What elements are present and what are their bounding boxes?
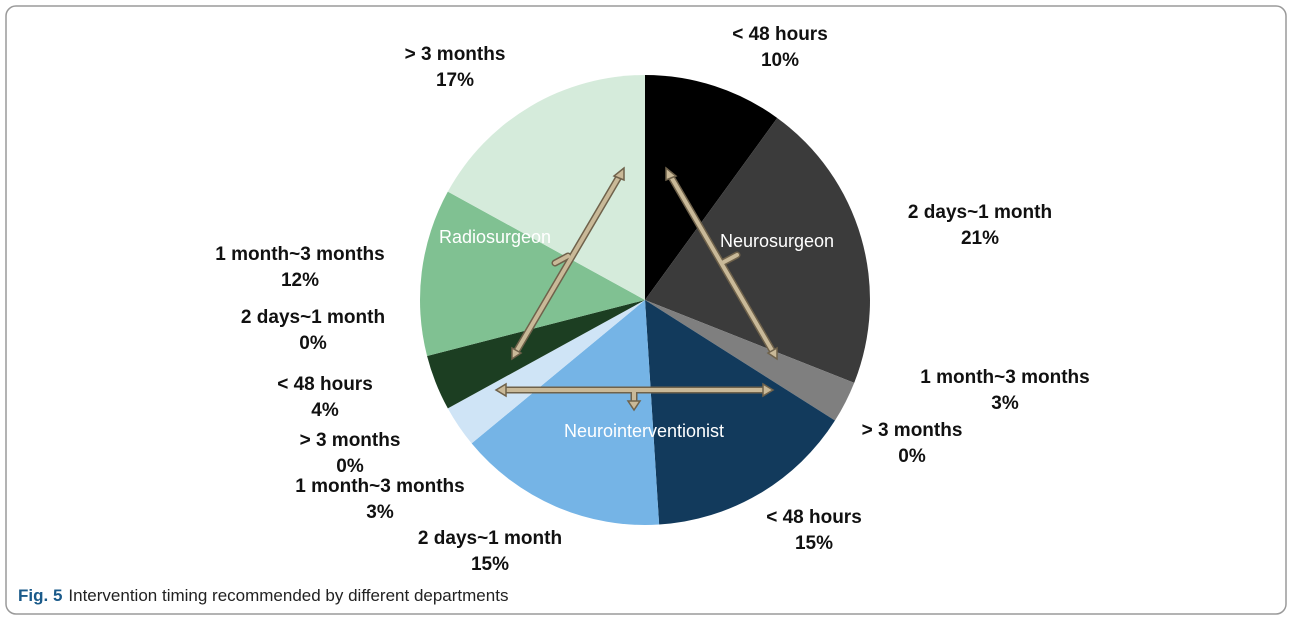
slice-label: < 48 hours	[766, 507, 862, 528]
slice-label: < 48 hours	[732, 24, 828, 45]
caption-text: Intervention timing recommended by diffe…	[68, 586, 508, 605]
slice-value-label: 0%	[898, 446, 926, 467]
slice-value-label: 15%	[471, 554, 509, 575]
pie-slice	[420, 191, 645, 356]
slice-value-label: 17%	[436, 70, 474, 91]
slice-label: 2 days~1 month	[418, 528, 562, 549]
pie-slice	[645, 300, 855, 421]
slice-label: 1 month~3 months	[920, 367, 1089, 388]
pie-slice	[447, 75, 645, 300]
pie	[420, 75, 871, 525]
slice-label: < 48 hours	[277, 374, 373, 395]
slice-value-label: 3%	[991, 393, 1019, 414]
slice-value-label: 12%	[281, 270, 319, 291]
slice-label: 1 month~3 months	[215, 244, 384, 265]
slice-label: 1 month~3 months	[295, 476, 464, 497]
slice-value-label: 21%	[961, 228, 999, 249]
slice-label: > 3 months	[862, 420, 963, 441]
labels: < 48 hours 10% 2 days~1 month 21% 1 month~3 …	[215, 24, 1089, 575]
slice-value-label: 4%	[311, 400, 339, 421]
pie-slice	[645, 300, 835, 525]
group-label: Radiosurgeon	[439, 227, 551, 247]
slice-value-label: 0%	[299, 333, 327, 354]
pie-slice	[447, 300, 645, 444]
pie-slice	[645, 117, 871, 383]
group-label: Neurointerventionist	[564, 421, 724, 441]
pie-slice	[645, 75, 778, 300]
caption-label: Fig. 5	[18, 586, 62, 605]
slice-value-label: 10%	[761, 50, 799, 71]
slice-label: 2 days~1 month	[241, 307, 385, 328]
arrows	[494, 166, 778, 412]
pie-slice	[427, 300, 645, 409]
slice-value-label: 15%	[795, 533, 833, 554]
slice-value-label: 0%	[336, 456, 364, 477]
slice-label: 2 days~1 month	[908, 202, 1052, 223]
group-label: Neurosurgeon	[720, 231, 834, 251]
slice-label: > 3 months	[300, 430, 401, 451]
pie-slice	[447, 300, 645, 409]
caption: Fig. 5 Intervention timing recommended by…	[18, 586, 508, 605]
slice-value-label: 3%	[366, 502, 394, 523]
pie-slice	[471, 300, 660, 525]
slice-label: > 3 months	[405, 44, 506, 65]
